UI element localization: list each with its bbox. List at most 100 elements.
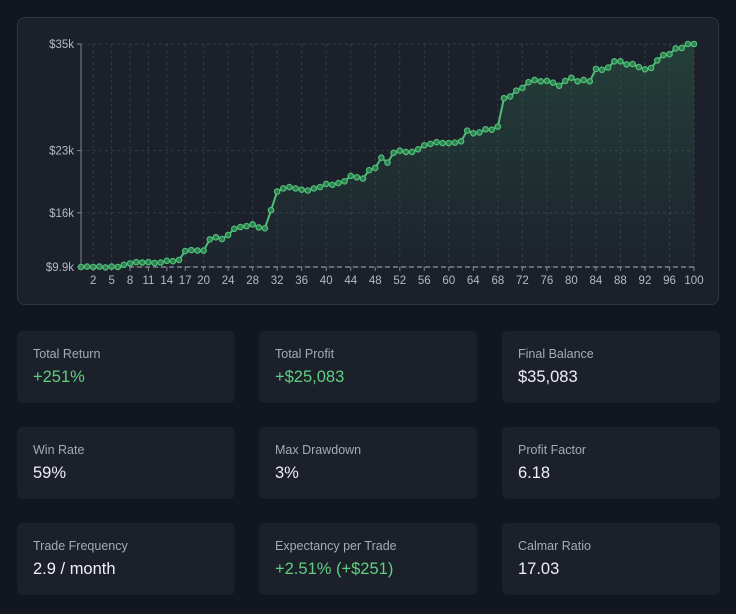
data-point	[641, 66, 649, 73]
data-point	[586, 78, 594, 85]
data-point	[470, 129, 477, 137]
data-point	[500, 94, 508, 102]
stat-value: 2.9 / month	[33, 560, 116, 578]
data-point	[672, 45, 679, 52]
x-tick-label: 60	[442, 275, 455, 287]
data-point	[408, 148, 416, 156]
equity-curve-chart: $35k $23k $16k $9.9k 2 5 8 11 14 17 20 24 28 32 36 40 44…	[46, 39, 704, 287]
stat-value: +2.51% (+$251)	[275, 560, 394, 578]
stat-label: Max Drawdown	[275, 443, 362, 457]
data-point	[549, 79, 557, 86]
data-point	[519, 84, 526, 92]
data-point	[635, 63, 643, 71]
y-tick-label: $35k	[49, 39, 74, 51]
data-point	[157, 259, 164, 266]
data-point	[126, 260, 134, 267]
data-point	[574, 78, 581, 85]
data-point	[218, 235, 226, 243]
stat-card-calmar-ratio: Calmar Ratio 17.03	[502, 523, 720, 595]
stat-label: Win Rate	[33, 443, 85, 457]
data-point	[690, 40, 698, 48]
data-point	[629, 60, 637, 68]
stat-label: Total Profit	[275, 347, 335, 361]
data-point	[463, 127, 471, 134]
stat-value: +$25,083	[275, 368, 345, 386]
x-tick-label: 64	[467, 275, 480, 287]
data-point	[329, 181, 336, 189]
data-point	[249, 221, 256, 228]
data-point	[304, 187, 312, 194]
y-tick-label: $16k	[49, 208, 74, 220]
x-tick-label: 24	[222, 275, 235, 287]
x-tick-label: 17	[179, 275, 192, 287]
data-point	[384, 159, 391, 166]
data-point	[568, 74, 575, 82]
data-point	[488, 126, 496, 134]
data-point	[261, 225, 269, 232]
stat-card-win-rate: Win Rate 59%	[17, 427, 235, 499]
data-point	[420, 141, 428, 149]
stat-card-final-balance: Final Balance $35,083	[502, 331, 720, 403]
stat-value: 3%	[275, 464, 299, 482]
data-point	[310, 185, 318, 192]
stat-label: Final Balance	[518, 347, 594, 361]
data-point	[555, 82, 563, 90]
x-tick-label: 8	[127, 275, 133, 287]
data-point	[378, 154, 385, 162]
x-tick-label: 72	[516, 275, 529, 287]
data-point	[83, 263, 91, 270]
data-point	[102, 264, 109, 271]
data-point	[617, 58, 624, 65]
data-point	[286, 183, 293, 191]
stat-card-max-drawdown: Max Drawdown 3%	[259, 427, 477, 499]
data-point	[206, 236, 214, 243]
data-point	[273, 188, 281, 195]
stat-value: 59%	[33, 464, 67, 482]
stat-label: Expectancy per Trade	[275, 539, 397, 553]
data-point	[647, 64, 655, 72]
data-point	[623, 61, 630, 68]
data-point	[396, 147, 404, 154]
x-tick-label: 68	[491, 275, 504, 287]
equity-area	[81, 44, 694, 268]
data-point	[255, 224, 263, 231]
x-tick-label: 5	[108, 275, 114, 287]
data-point	[543, 77, 551, 85]
data-point	[414, 145, 422, 153]
stat-label: Trade Frequency	[33, 539, 128, 553]
data-point	[151, 259, 158, 267]
x-tick-label: 88	[614, 275, 627, 287]
data-point	[512, 87, 520, 94]
x-tick-label: 48	[369, 275, 382, 287]
data-point	[353, 173, 361, 181]
stat-card-profit-factor: Profit Factor 6.18	[502, 427, 720, 499]
data-point	[653, 57, 661, 64]
data-point	[402, 148, 410, 156]
x-tick-label: 40	[320, 275, 333, 287]
x-tick-label: 32	[271, 275, 284, 287]
stat-value: 6.18	[518, 464, 551, 482]
x-tick-label: 92	[639, 275, 652, 287]
x-tick-label: 11	[142, 275, 154, 287]
stat-value: +251%	[33, 368, 85, 386]
data-point	[181, 247, 189, 255]
data-point	[506, 93, 514, 100]
data-point	[237, 223, 244, 231]
data-point	[525, 78, 532, 86]
data-point	[132, 258, 140, 266]
data-point	[598, 66, 606, 74]
data-point	[445, 139, 453, 147]
stat-card-expectancy: Expectancy per Trade +2.51% (+$251)	[259, 523, 477, 595]
data-point	[298, 186, 305, 194]
stat-value: $35,083	[518, 368, 578, 386]
data-point	[212, 233, 220, 241]
data-point	[267, 206, 275, 214]
data-point	[145, 258, 152, 266]
data-point	[439, 139, 446, 147]
data-point	[371, 164, 379, 172]
x-tick-label: 100	[684, 275, 703, 287]
data-point	[604, 64, 612, 71]
data-point	[433, 138, 440, 146]
data-point	[611, 58, 618, 65]
data-point	[457, 137, 465, 145]
